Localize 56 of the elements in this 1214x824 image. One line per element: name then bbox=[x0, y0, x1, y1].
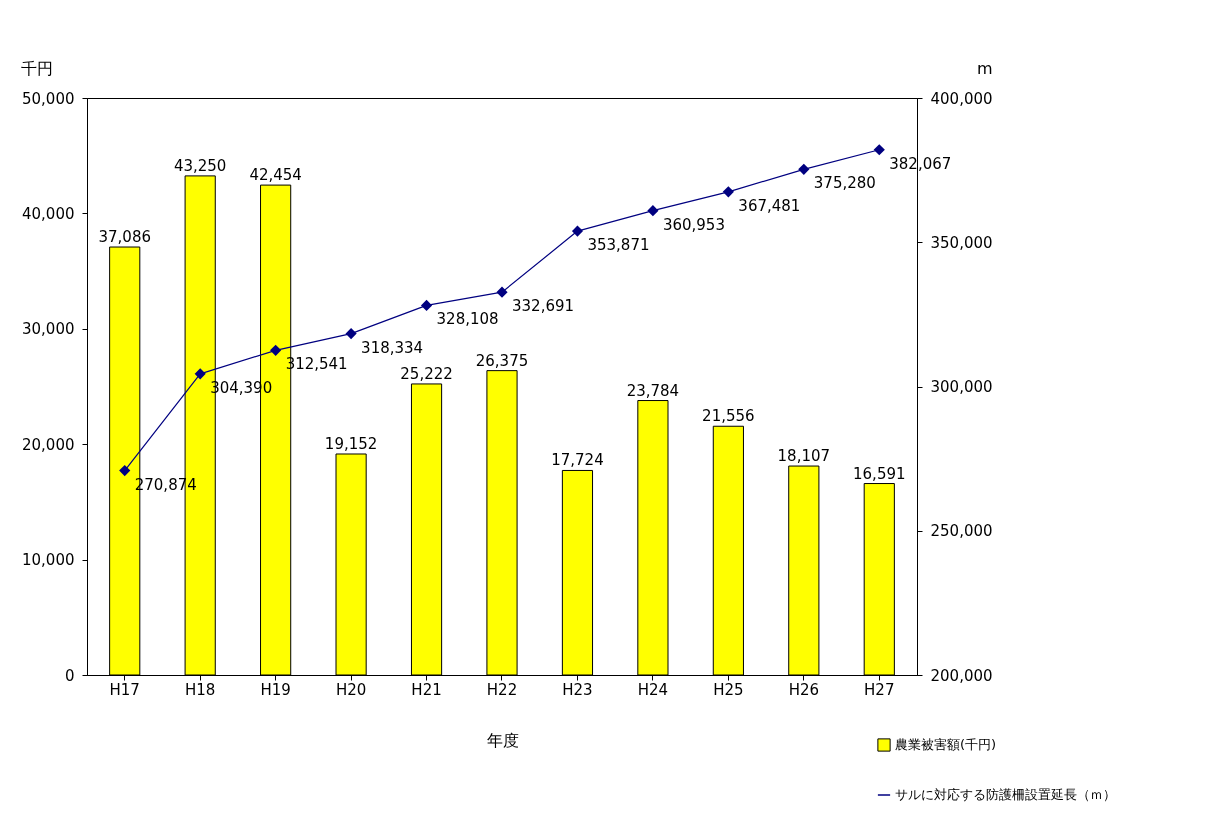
data-label: 353,871 bbox=[587, 236, 650, 255]
x-tick-label: H22 bbox=[486, 680, 518, 699]
point bbox=[195, 368, 206, 380]
y2-tick-label: 400,000 bbox=[930, 89, 993, 108]
point bbox=[723, 186, 734, 197]
point bbox=[798, 164, 809, 175]
y-axis-title: 千円 bbox=[20, 58, 53, 78]
data-label: 23,784 bbox=[626, 381, 680, 400]
data-label: 375,280 bbox=[813, 174, 876, 193]
data-label: 360,953 bbox=[662, 215, 725, 234]
x-tick-label: H24 bbox=[637, 680, 669, 699]
data-label: 332,691 bbox=[512, 297, 575, 316]
data-label: 19,152 bbox=[324, 434, 378, 453]
data-label: 17,724 bbox=[551, 451, 604, 470]
x-tick-label: H25 bbox=[713, 680, 744, 699]
y2-axis-title: m bbox=[976, 58, 993, 78]
legend-label: サルに対応する防護柵設置延長（ｍ） bbox=[895, 787, 1116, 802]
x-tick-label: H17 bbox=[109, 680, 140, 699]
data-label: 18,107 bbox=[777, 447, 831, 466]
data-label: 318,334 bbox=[361, 338, 424, 357]
point bbox=[345, 328, 357, 339]
x-tick-label: H23 bbox=[562, 680, 593, 699]
data-label: 43,250 bbox=[173, 156, 227, 175]
point bbox=[572, 225, 583, 237]
y2-tick-label: 300,000 bbox=[930, 378, 993, 396]
y-tick-label: 20,000 bbox=[22, 435, 75, 454]
point bbox=[421, 300, 432, 311]
point bbox=[874, 144, 885, 155]
y-tick-label: 40,000 bbox=[22, 204, 75, 223]
data-label: 367,481 bbox=[738, 196, 801, 215]
legend-label: 農業被害額(千円) bbox=[895, 737, 997, 752]
y2-tick-label: 200,000 bbox=[930, 666, 993, 685]
point bbox=[496, 287, 508, 298]
x-tick-label: H26 bbox=[788, 680, 820, 699]
x-tick-label: H20 bbox=[335, 680, 367, 699]
data-label: 328,108 bbox=[436, 310, 499, 329]
point bbox=[270, 345, 281, 356]
x-axis-title: 年度 bbox=[486, 730, 519, 750]
data-label: 26,375 bbox=[475, 351, 529, 370]
data-label: 25,222 bbox=[400, 364, 453, 383]
data-label: 16,591 bbox=[853, 464, 906, 483]
y-tick-label: 50,000 bbox=[22, 89, 75, 108]
x-tick-label: H18 bbox=[184, 680, 216, 699]
x-tick-label: H21 bbox=[411, 680, 442, 699]
point bbox=[647, 205, 659, 216]
data-label: 42,454 bbox=[249, 166, 302, 185]
x-tick-label: H27 bbox=[864, 680, 895, 699]
y2-tick-label: 350,000 bbox=[930, 233, 993, 252]
y-tick-label: 30,000 bbox=[22, 320, 75, 339]
data-label: 21,556 bbox=[702, 407, 755, 426]
y-tick-label: 10,000 bbox=[22, 551, 75, 570]
data-label: 37,086 bbox=[98, 228, 151, 247]
y2-tick-label: 250,000 bbox=[930, 522, 993, 541]
y-tick-label: 0 bbox=[64, 666, 75, 685]
point bbox=[119, 465, 130, 476]
x-tick-label: H19 bbox=[260, 680, 291, 699]
